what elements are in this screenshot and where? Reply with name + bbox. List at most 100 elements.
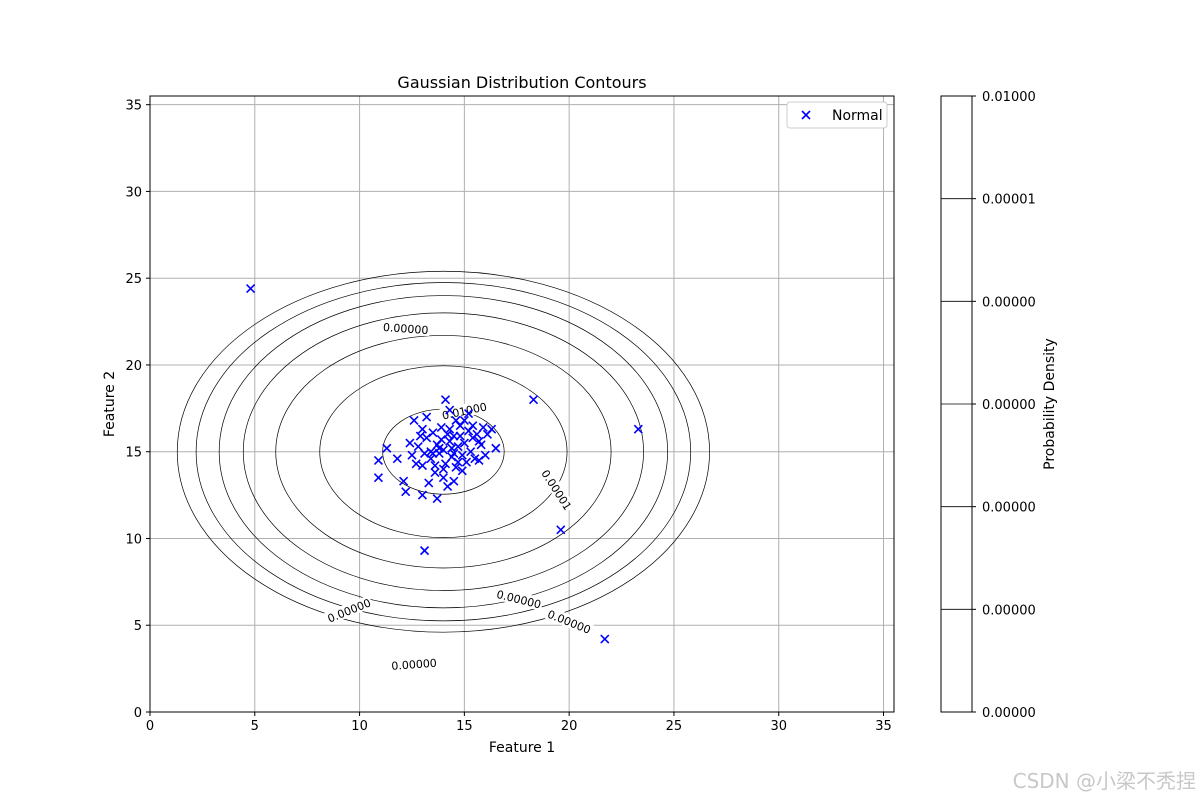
- colorbar-tick-label: 0.00000: [982, 603, 1036, 618]
- x-tick-label: 25: [666, 719, 683, 734]
- contour-label-group: 0.00000: [494, 586, 544, 612]
- contour-label-bg: [494, 586, 544, 611]
- scatter-point: [430, 461, 440, 471]
- y-axis-label: Feature 2: [102, 371, 118, 437]
- scatter-point: [405, 438, 415, 448]
- scatter-point-stroke: [451, 415, 461, 426]
- scatter-point-stroke: [466, 447, 476, 457]
- x-tick-label: 35: [875, 719, 892, 734]
- y-tick-label: 35: [125, 99, 142, 114]
- scatter-point-stroke: [411, 459, 421, 469]
- scatter-point-stroke: [422, 412, 432, 422]
- y-tick-label: 25: [125, 272, 142, 287]
- y-axis-ticks: 0 5 10 15 20 25 30 35: [125, 99, 150, 721]
- scatter-point-stroke: [417, 424, 428, 434]
- scatter-point-stroke: [451, 462, 461, 472]
- y-tick-label: 5: [134, 619, 142, 634]
- scatter-point: [432, 494, 442, 504]
- contour-line: [275, 335, 612, 569]
- scatter-point-stroke: [633, 424, 643, 434]
- y-tick-label: 0: [134, 706, 142, 721]
- scatter-point-stroke: [436, 422, 446, 432]
- legend: Normal: [786, 101, 888, 129]
- plot-frame: [149, 95, 895, 713]
- scatter-point: [246, 284, 256, 294]
- scatter-point: [457, 450, 467, 460]
- contour-label-bg: [389, 655, 439, 672]
- scatter-point: [419, 546, 430, 556]
- scatter-point-stroke: [459, 438, 469, 448]
- scatter-point: [451, 462, 461, 472]
- scatter-point: [415, 431, 425, 441]
- scatter-point: [447, 443, 457, 453]
- scatter-point-stroke: [438, 464, 448, 474]
- scatter-point: [440, 395, 451, 405]
- scatter-point-stroke: [382, 443, 392, 453]
- scatter-point-stroke: [401, 487, 411, 497]
- contour-label-group: 0.00000: [381, 319, 431, 337]
- colorbar-ticks: 0.00000 0.00000 0.00000 0.00000 0.00000 0.000…: [941, 90, 1036, 721]
- scatter-point: [474, 436, 484, 446]
- scatter-point-stroke: [457, 450, 467, 460]
- scatter-point: [451, 415, 461, 426]
- contour-line: [218, 295, 669, 609]
- scatter-point-stroke: [463, 408, 474, 419]
- x-tick-label: 10: [351, 719, 368, 734]
- contour-label: 0.00000: [495, 588, 542, 612]
- colorbar-tick-label: 0.01000: [982, 90, 1036, 105]
- scatter-point: [470, 454, 480, 464]
- scatter-point-stroke: [459, 415, 469, 426]
- scatter-point: [417, 461, 428, 471]
- contour-label-bg: [538, 465, 576, 514]
- scatter-point: [457, 466, 467, 476]
- scatter-point: [438, 464, 448, 474]
- colorbar-tick-label: 0.00000: [982, 501, 1036, 516]
- scatter-point: [556, 525, 566, 535]
- scatter-point: [373, 473, 384, 483]
- scatter-point-stroke: [491, 443, 501, 453]
- legend-entry-normal: Normal: [832, 108, 883, 124]
- colorbar-label: Probability Density: [1042, 338, 1058, 470]
- scatter-point-stroke: [457, 466, 467, 476]
- scatter-point: [411, 459, 421, 469]
- scatter-point-stroke: [413, 441, 423, 452]
- scatter-point-stroke: [426, 454, 436, 464]
- x-axis-ticks: 0 5 10 15 20 25 30 35: [146, 712, 892, 734]
- scatter-point: [466, 447, 476, 457]
- scatter-point: [528, 395, 539, 405]
- scatter-point: [436, 435, 446, 445]
- contour-label-bg: [439, 399, 490, 422]
- scatter-point-stroke: [417, 490, 428, 500]
- scatter-point-stroke: [409, 415, 419, 426]
- y-tick-label: 30: [125, 185, 142, 200]
- scatter-point-stroke: [428, 428, 438, 438]
- scatter-point-stroke: [432, 494, 442, 504]
- scatter-point-stroke: [415, 431, 425, 441]
- y-tick-label: 20: [125, 359, 142, 374]
- contour-line: [242, 312, 644, 591]
- scatter-point-stroke: [443, 481, 453, 491]
- contour-label: 0.00001: [538, 468, 574, 513]
- chart-title: Gaussian Distribution Contours: [397, 73, 646, 92]
- x-tick-label: 20: [561, 719, 578, 734]
- scatter-point-stroke: [430, 461, 440, 471]
- scatter-point-stroke: [474, 436, 484, 446]
- contour-label: 0.00000: [326, 596, 373, 625]
- scatter-point-stroke: [470, 454, 480, 464]
- scatter-point: [399, 476, 409, 486]
- scatter-point: [491, 443, 501, 453]
- scatter-point: [438, 473, 448, 483]
- scatter-point-stroke: [419, 546, 430, 556]
- x-axis-label: Feature 1: [489, 740, 555, 756]
- scatter-point-stroke: [480, 450, 490, 460]
- scatter-point: [453, 441, 463, 452]
- contour-label-group: 0.00000: [389, 655, 439, 673]
- scatter-point: [453, 457, 463, 467]
- scatter-point-stroke: [528, 395, 539, 405]
- scatter-point: [445, 405, 455, 415]
- scatter-point: [428, 428, 438, 438]
- scatter-point-stroke: [556, 525, 566, 535]
- scatter-point: [373, 455, 384, 465]
- scatter-point-stroke: [455, 431, 465, 441]
- scatter-point: [455, 431, 465, 441]
